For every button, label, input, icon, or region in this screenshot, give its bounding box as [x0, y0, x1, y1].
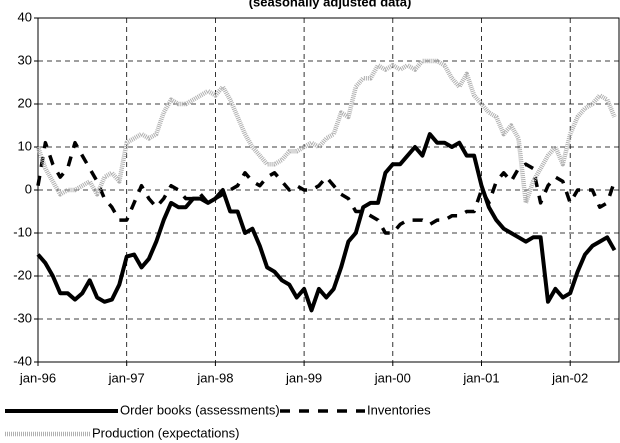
- x-tick-label: jan-01: [462, 370, 499, 385]
- y-tick-label: 30: [18, 52, 32, 67]
- chart-title: (seasonally adjusted data): [249, 0, 412, 9]
- x-tick-label: jan-00: [374, 370, 411, 385]
- y-tick-label: 40: [18, 9, 32, 24]
- y-tick-label: 0: [25, 181, 32, 196]
- y-tick-label: -20: [13, 267, 32, 282]
- x-tick-label: jan-02: [551, 370, 588, 385]
- y-tick-label: -40: [13, 353, 32, 368]
- series-line: [36, 132, 617, 313]
- x-tick-label: jan-98: [196, 370, 233, 385]
- x-tick-label: jan-97: [108, 370, 145, 385]
- plot-frame: [37, 17, 620, 363]
- y-tick-label: 10: [18, 138, 32, 153]
- series-line: [35, 58, 617, 206]
- y-tick-label: -10: [13, 224, 32, 239]
- legend-label: Inventories: [367, 402, 431, 417]
- legend-label: Order books (assessments): [120, 402, 280, 417]
- series-line: [36, 140, 617, 235]
- legend-label: Production (expectations): [92, 425, 239, 440]
- x-tick-label: jan-99: [285, 370, 322, 385]
- y-tick-label: -30: [13, 310, 32, 325]
- x-tick-label: jan-96: [19, 370, 56, 385]
- y-tick-label: 20: [18, 95, 32, 110]
